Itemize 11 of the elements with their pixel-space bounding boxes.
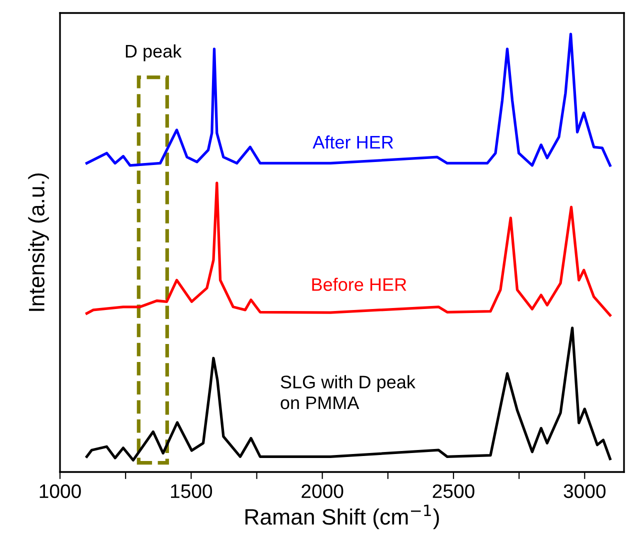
series-label: After HER bbox=[312, 135, 394, 149]
y-axis-title: Intensity (a.u.) bbox=[28, 173, 49, 311]
x-tick-label: 1000 bbox=[40, 484, 81, 498]
x-tick-label: 3000 bbox=[564, 484, 606, 498]
annotation: D peak bbox=[126, 44, 182, 62]
series-label: Before HER bbox=[312, 278, 406, 291]
x-axis-title: Raman Shift (cm$^{−1}$) bbox=[245, 504, 439, 530]
x-tick-label: 1500 bbox=[171, 484, 212, 498]
x-tick-label: 2500 bbox=[432, 484, 474, 498]
x-tick-label: 2000 bbox=[302, 484, 344, 498]
text: SLG with D peak on PMMA bbox=[280, 375, 416, 410]
